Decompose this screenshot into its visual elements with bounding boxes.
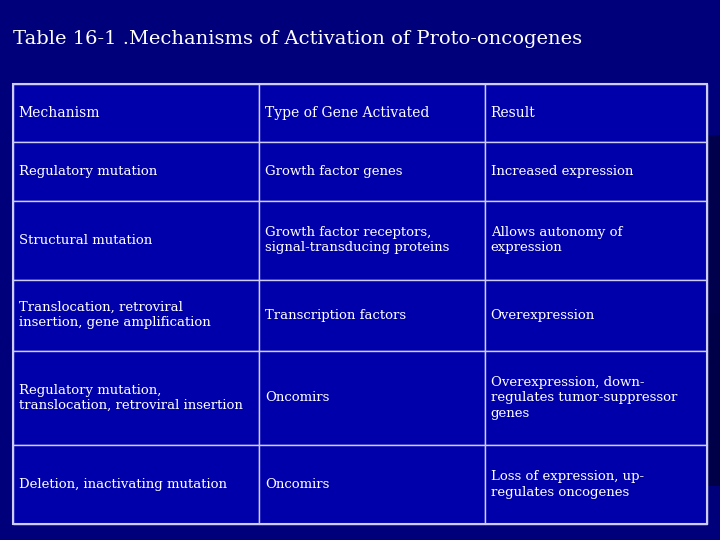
Bar [13,201,259,280]
Text: Deletion, inactivating mutation: Deletion, inactivating mutation [19,478,227,491]
Text: Oncomirs: Oncomirs [265,478,330,491]
Bar [485,351,707,445]
Bar [485,142,707,201]
Text: Growth factor genes: Growth factor genes [265,165,402,178]
Text: Transcription factors: Transcription factors [265,309,406,322]
Bar [485,280,707,351]
Bar [13,84,259,142]
Bar [259,445,485,524]
Text: Translocation, retroviral
insertion, gene amplification: Translocation, retroviral insertion, gen… [19,301,210,329]
Bar [13,280,259,351]
Bar [259,201,485,280]
Bar [13,445,259,524]
Polygon shape [446,135,720,313]
Text: Mechanism: Mechanism [19,106,100,120]
Text: Increased expression: Increased expression [491,165,633,178]
Text: Structural mutation: Structural mutation [19,234,152,247]
Text: Overexpression: Overexpression [491,309,595,322]
Bar [13,142,259,201]
Bar [259,280,485,351]
Bar [485,84,707,142]
Bar [485,445,707,524]
Bar [13,84,707,524]
Text: Regulatory mutation: Regulatory mutation [19,165,157,178]
Text: Overexpression, down-
regulates tumor-suppressor
genes: Overexpression, down- regulates tumor-su… [491,376,677,420]
Bar [13,351,259,445]
Text: Allows autonomy of
expression: Allows autonomy of expression [491,226,622,254]
Text: Loss of expression, up-
regulates oncogenes: Loss of expression, up- regulates oncoge… [491,470,644,498]
Bar [259,142,485,201]
Bar [259,84,485,142]
Text: Growth factor receptors,
signal-transducing proteins: Growth factor receptors, signal-transduc… [265,226,449,254]
Bar [485,201,707,280]
Text: Type of Gene Activated: Type of Gene Activated [265,106,430,120]
Text: Oncomirs: Oncomirs [265,392,330,404]
Text: Result: Result [491,106,536,120]
Bar [259,351,485,445]
Text: Regulatory mutation,
translocation, retroviral insertion: Regulatory mutation, translocation, retr… [19,383,243,412]
Text: Table 16-1 .Mechanisms of Activation of Proto-oncogenes: Table 16-1 .Mechanisms of Activation of … [13,30,582,48]
Polygon shape [540,313,720,486]
